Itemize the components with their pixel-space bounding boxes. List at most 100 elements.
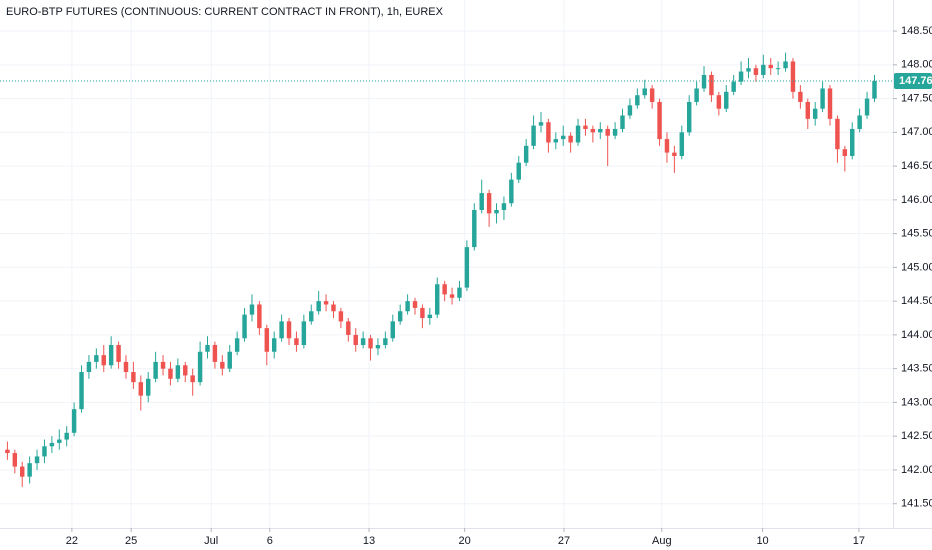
- candle-body: [427, 314, 433, 319]
- candle-body: [523, 145, 529, 163]
- y-tick-label: 146.50: [901, 160, 932, 172]
- candle-body: [560, 135, 566, 140]
- candle-body: [205, 345, 210, 352]
- x-tick-label: 20: [459, 535, 471, 547]
- candle-body: [790, 61, 796, 92]
- candle-body: [190, 375, 195, 383]
- candle-body: [153, 361, 158, 379]
- candle-body: [397, 311, 403, 322]
- y-tick-label: 147.50: [901, 92, 932, 104]
- candle-body: [583, 125, 588, 129]
- candle-body: [301, 321, 307, 346]
- candle-body: [64, 432, 69, 440]
- candle-body: [457, 287, 462, 298]
- candle-body: [612, 128, 618, 136]
- candle-body: [672, 152, 677, 156]
- candle-body: [57, 439, 62, 443]
- candle-body: [286, 321, 292, 339]
- candle-body: [635, 95, 640, 106]
- candle-body: [546, 122, 551, 143]
- candle-body: [420, 307, 425, 319]
- candle-body: [509, 179, 514, 204]
- candle-body: [724, 91, 729, 109]
- candle-body: [857, 115, 862, 129]
- candle-body: [338, 311, 344, 322]
- candle-body: [175, 365, 181, 379]
- candle-body: [249, 304, 255, 315]
- candle-body: [798, 91, 803, 102]
- candle-body: [657, 101, 662, 140]
- candle-body: [850, 128, 855, 156]
- candle-body: [694, 88, 699, 102]
- candle-body: [271, 338, 277, 352]
- candle-body: [738, 71, 744, 82]
- candle-body: [20, 466, 25, 477]
- candle-body: [108, 345, 114, 366]
- candle-body: [479, 193, 484, 210]
- candle-body: [872, 81, 877, 99]
- candle-body: [746, 68, 751, 72]
- candle-body: [516, 162, 521, 180]
- y-tick-label: 143.50: [901, 363, 932, 375]
- candle-body: [145, 378, 151, 396]
- candle-body: [12, 453, 18, 467]
- candle-body: [79, 372, 84, 410]
- candle-body: [812, 108, 818, 119]
- candle-body: [835, 118, 840, 150]
- candle-body: [464, 247, 470, 288]
- candle-body: [71, 409, 77, 433]
- candle-body: [405, 301, 410, 312]
- candle-body: [642, 88, 647, 96]
- candle-body: [101, 355, 106, 366]
- y-tick-label: 145.50: [901, 228, 932, 240]
- y-tick-label: 142.00: [901, 464, 932, 476]
- y-tick-label: 144.00: [901, 329, 932, 341]
- y-tick-label: 145.00: [901, 261, 932, 273]
- candle-body: [368, 338, 373, 349]
- x-tick-label: 22: [66, 535, 78, 547]
- y-tick-label: 142.50: [901, 430, 932, 442]
- candle-body: [27, 463, 32, 477]
- candle-body: [86, 361, 92, 373]
- candle-body: [701, 74, 707, 89]
- candle-body: [805, 101, 810, 119]
- y-tick-label: 143.00: [901, 396, 932, 408]
- x-tick-label: 10: [756, 535, 768, 547]
- candle-body: [820, 88, 825, 109]
- y-tick-label: 144.50: [901, 295, 932, 307]
- candle-body: [435, 284, 440, 315]
- candle-body: [501, 203, 507, 210]
- candle-body: [309, 311, 314, 322]
- candle-body: [383, 338, 388, 346]
- y-tick-label: 147.00: [901, 126, 932, 138]
- candle-body: [346, 321, 351, 335]
- candle-body: [160, 361, 166, 369]
- x-tick-label: 13: [363, 535, 375, 547]
- candle-body: [753, 68, 759, 75]
- candle-body: [627, 105, 633, 116]
- candle-body: [605, 128, 610, 136]
- x-tick-label: 27: [558, 535, 570, 547]
- candle-body: [472, 209, 477, 248]
- candle-body: [575, 125, 581, 143]
- candle-body: [49, 442, 55, 447]
- candle-body: [568, 135, 573, 143]
- x-tick-label: 6: [267, 535, 273, 547]
- candle-body: [375, 345, 381, 349]
- candle-body: [212, 345, 218, 362]
- candle-body: [716, 95, 722, 109]
- candle-body: [775, 68, 781, 70]
- candle-body: [5, 449, 10, 454]
- price-label: 147.76: [899, 75, 932, 87]
- candle-body: [827, 88, 833, 119]
- candle-body: [138, 382, 144, 396]
- candle-body: [664, 139, 670, 153]
- x-tick-label: Jul: [204, 535, 218, 547]
- candle-body: [34, 456, 40, 464]
- y-tick-label: 146.00: [901, 194, 932, 206]
- candle-body: [242, 314, 247, 339]
- candle-body: [131, 372, 136, 383]
- candle-body: [783, 61, 788, 69]
- candle-body: [257, 304, 262, 329]
